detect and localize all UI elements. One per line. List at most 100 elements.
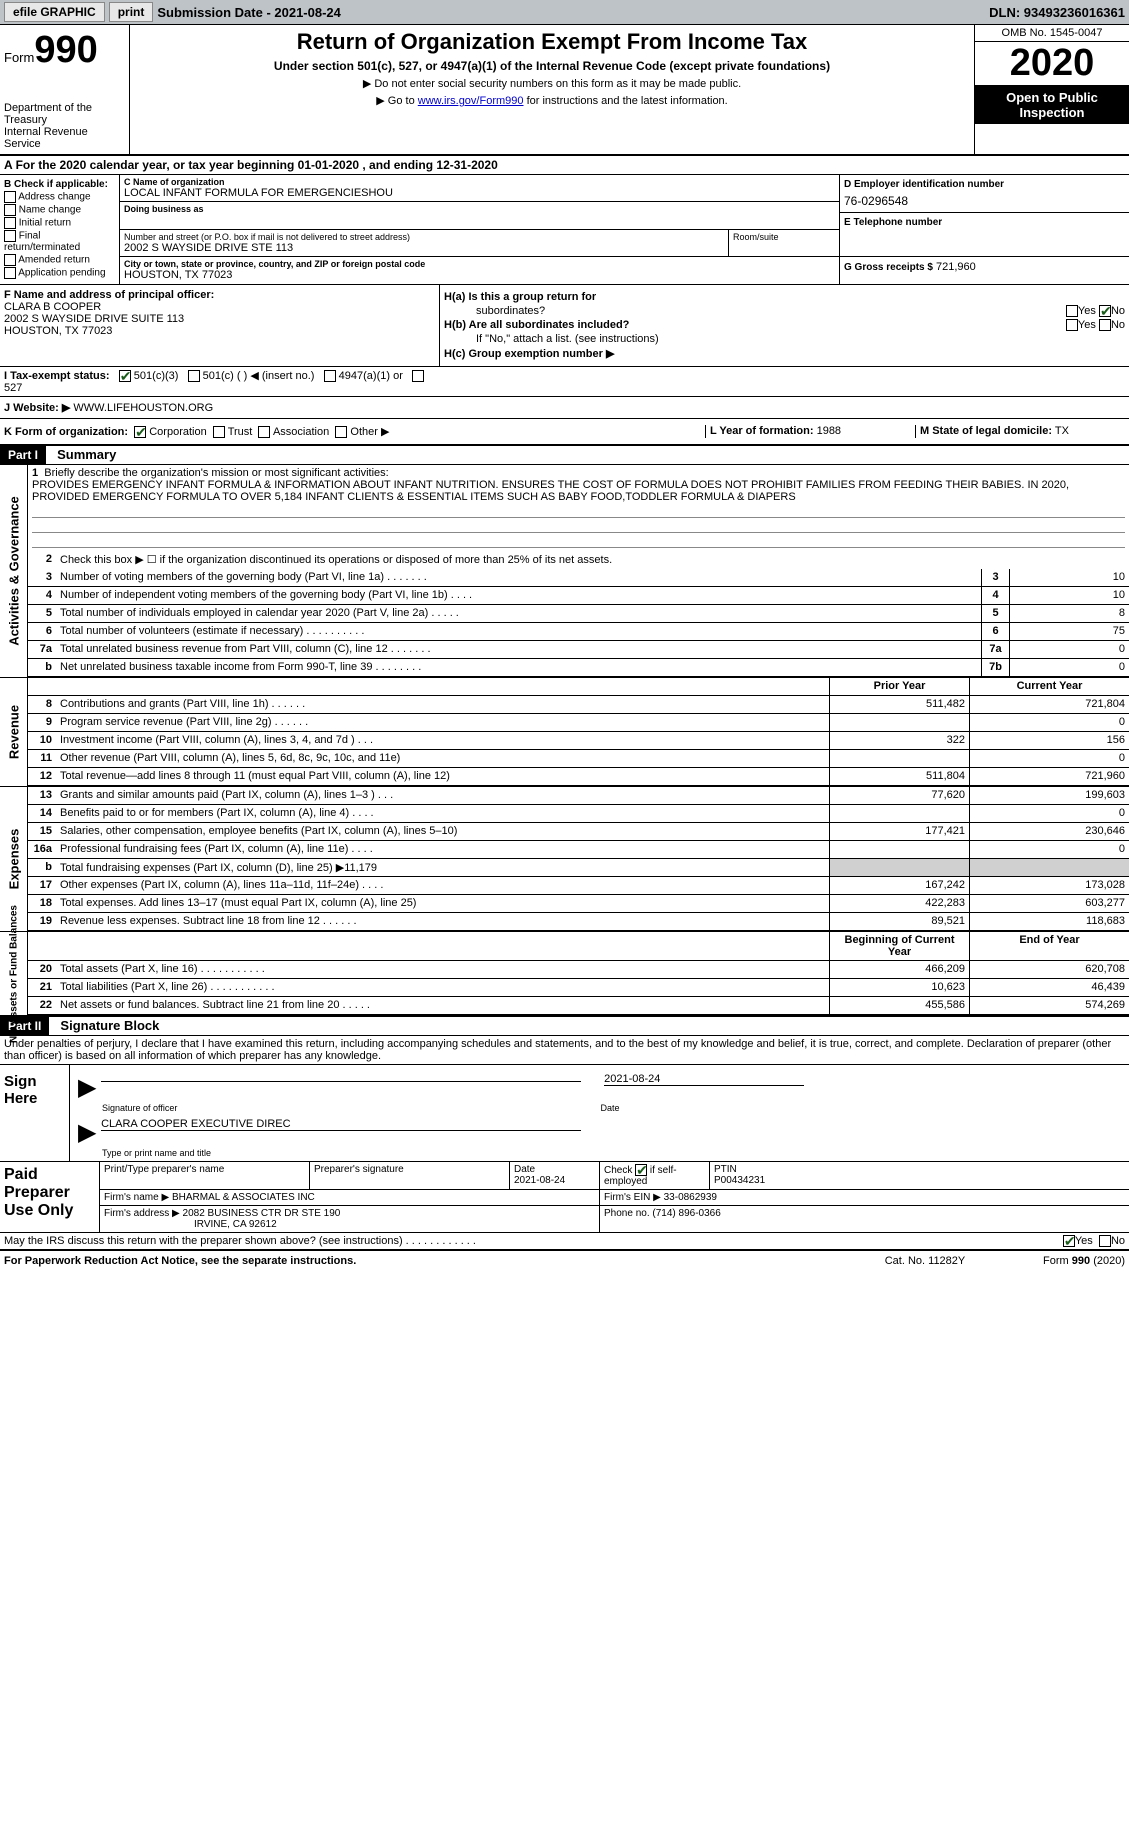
- row-j: J Website: ▶ WWW.LIFEHOUSTON.ORG: [0, 397, 1129, 419]
- firm-addr2: IRVINE, CA 92612: [194, 1219, 277, 1230]
- prep-name-label: Print/Type preparer's name: [100, 1162, 310, 1189]
- cb-501c[interactable]: [188, 370, 200, 382]
- cb-pending[interactable]: Application pending: [4, 267, 115, 279]
- website-label: J Website: ▶: [4, 402, 70, 414]
- cb-other[interactable]: [335, 426, 347, 438]
- firm-name-label: Firm's name ▶: [104, 1192, 169, 1203]
- sig-date: 2021-08-24: [604, 1073, 660, 1085]
- org-name-label: C Name of organization: [124, 177, 835, 187]
- q2-text: Check this box ▶ ☐ if the organization d…: [56, 551, 1129, 569]
- cb-501c3[interactable]: [119, 370, 131, 382]
- hb-label: H(b) Are all subordinates included?: [444, 319, 629, 331]
- street-cell: Number and street (or P.O. box if mail i…: [120, 230, 729, 256]
- col-eoy: End of Year: [969, 932, 1129, 960]
- section-b-header: B Check if applicable:: [4, 179, 115, 190]
- cb-4947[interactable]: [324, 370, 336, 382]
- website-value: WWW.LIFEHOUSTON.ORG: [73, 402, 213, 414]
- cb-address-change[interactable]: Address change: [4, 191, 115, 203]
- exp-line-15: 15Salaries, other compensation, employee…: [28, 823, 1129, 841]
- exp-line-b: bTotal fundraising expenses (Part IX, co…: [28, 859, 1129, 877]
- hb-note: If "No," attach a list. (see instruction…: [444, 333, 659, 345]
- officer-addr2: HOUSTON, TX 77023: [4, 325, 435, 337]
- col-current-year: Current Year: [969, 678, 1129, 695]
- expenses-section: Expenses 13Grants and similar amounts pa…: [0, 787, 1129, 932]
- section-h: H(a) Is this a group return for subordin…: [440, 285, 1129, 366]
- part-2-header: Part II Signature Block: [0, 1017, 1129, 1036]
- instr2-post: for instructions and the latest informat…: [524, 95, 728, 107]
- sidebar-rev: Revenue: [6, 705, 21, 759]
- gov-line-6: 6Total number of volunteers (estimate if…: [28, 623, 1129, 641]
- cb-final-return[interactable]: Final return/terminated: [4, 230, 115, 253]
- hb-no[interactable]: No: [1099, 319, 1125, 331]
- cb-assoc[interactable]: [258, 426, 270, 438]
- part-1-header: Part I Summary: [0, 446, 1129, 465]
- ha-label: H(a) Is this a group return for: [444, 291, 596, 303]
- domicile-label: M State of legal domicile:: [920, 425, 1052, 437]
- section-b: B Check if applicable: Address change Na…: [0, 175, 120, 284]
- room-cell: Room/suite: [729, 230, 839, 256]
- gov-line-7a: 7aTotal unrelated business revenue from …: [28, 641, 1129, 659]
- prep-date-label: Date: [514, 1164, 535, 1175]
- city-label: City or town, state or province, country…: [124, 259, 835, 269]
- firm-addr1: 2082 BUSINESS CTR DR STE 190: [183, 1208, 341, 1219]
- form-subtitle: Under section 501(c), 527, or 4947(a)(1)…: [138, 59, 966, 73]
- ha-no[interactable]: No: [1099, 305, 1125, 317]
- paid-label: Paid Preparer Use Only: [0, 1162, 100, 1232]
- dba-label: Doing business as: [124, 204, 835, 214]
- open-inspection: Open to Public Inspection: [975, 86, 1129, 124]
- cb-initial-return[interactable]: Initial return: [4, 217, 115, 229]
- part1-title: Summary: [49, 447, 116, 462]
- footer-right: Form 990 (2020): [985, 1255, 1125, 1267]
- dba-row: Doing business as: [120, 202, 839, 230]
- sidebar-exp: Expenses: [6, 829, 21, 890]
- name-title-label: Type or print name and title: [102, 1148, 211, 1158]
- sidebar-na: Net Assets or Fund Balances: [8, 905, 19, 1043]
- na-line-20: 20Total assets (Part X, line 16) . . . .…: [28, 961, 1129, 979]
- tax-status-label: I Tax-exempt status:: [4, 370, 110, 382]
- prep-self-employed[interactable]: Check if self-employed: [604, 1165, 677, 1187]
- firm-name: BHARMAL & ASSOCIATES INC: [172, 1192, 315, 1203]
- gov-line-4: 4Number of independent voting members of…: [28, 587, 1129, 605]
- paid-preparer-row: Paid Preparer Use Only Print/Type prepar…: [0, 1162, 1129, 1233]
- print-button[interactable]: print: [109, 2, 154, 22]
- ein-row: D Employer identification number 76-0296…: [840, 175, 1129, 213]
- instruction-2: ▶ Go to www.irs.gov/Form990 for instruct…: [138, 94, 966, 107]
- exp-line-14: 14Benefits paid to or for members (Part …: [28, 805, 1129, 823]
- ha-yes[interactable]: Yes: [1066, 305, 1096, 317]
- exp-line-18: 18Total expenses. Add lines 13–17 (must …: [28, 895, 1129, 913]
- form-title: Return of Organization Exempt From Incom…: [138, 29, 966, 55]
- ptin-label: PTIN: [714, 1164, 737, 1175]
- cb-name-change[interactable]: Name change: [4, 204, 115, 216]
- rev-line-11: 11Other revenue (Part VIII, column (A), …: [28, 750, 1129, 768]
- hb-yes[interactable]: Yes: [1066, 319, 1096, 331]
- cb-corp[interactable]: [134, 426, 146, 438]
- form-org-label: K Form of organization:: [4, 426, 128, 438]
- discuss-no[interactable]: No: [1099, 1235, 1125, 1247]
- irs-link[interactable]: www.irs.gov/Form990: [418, 95, 524, 107]
- section-f: F Name and address of principal officer:…: [0, 285, 440, 366]
- col-prior-year: Prior Year: [829, 678, 969, 695]
- cb-527[interactable]: [412, 370, 424, 382]
- cb-trust[interactable]: [213, 426, 225, 438]
- city-value: HOUSTON, TX 77023: [124, 269, 835, 281]
- discuss-yes[interactable]: Yes: [1063, 1235, 1093, 1247]
- tax-year: 2020: [975, 42, 1129, 86]
- ha-sub: subordinates?: [444, 305, 1066, 317]
- gov-line-5: 5Total number of individuals employed in…: [28, 605, 1129, 623]
- rev-line-12: 12Total revenue—add lines 8 through 11 (…: [28, 768, 1129, 786]
- col-boy: Beginning of Current Year: [829, 932, 969, 960]
- activities-governance-section: Activities & Governance 1 Briefly descri…: [0, 465, 1129, 678]
- rev-line-10: 10Investment income (Part VIII, column (…: [28, 732, 1129, 750]
- rev-line-8: 8Contributions and grants (Part VIII, li…: [28, 696, 1129, 714]
- cb-amended[interactable]: Amended return: [4, 254, 115, 266]
- page-footer: For Paperwork Reduction Act Notice, see …: [0, 1251, 1129, 1271]
- part2-badge: Part II: [0, 1017, 49, 1035]
- gross-label: G Gross receipts $: [844, 262, 933, 273]
- dln: DLN: 93493236016361: [989, 5, 1125, 20]
- department: Department of the Treasury Internal Reve…: [4, 102, 125, 150]
- efile-button[interactable]: efile GRAPHIC: [4, 2, 105, 22]
- officer-addr1: 2002 S WAYSIDE DRIVE SUITE 113: [4, 313, 435, 325]
- row-k: K Form of organization: Corporation Trus…: [0, 419, 1129, 446]
- identification-block: B Check if applicable: Address change Na…: [0, 175, 1129, 285]
- officer-label: F Name and address of principal officer:: [4, 289, 435, 301]
